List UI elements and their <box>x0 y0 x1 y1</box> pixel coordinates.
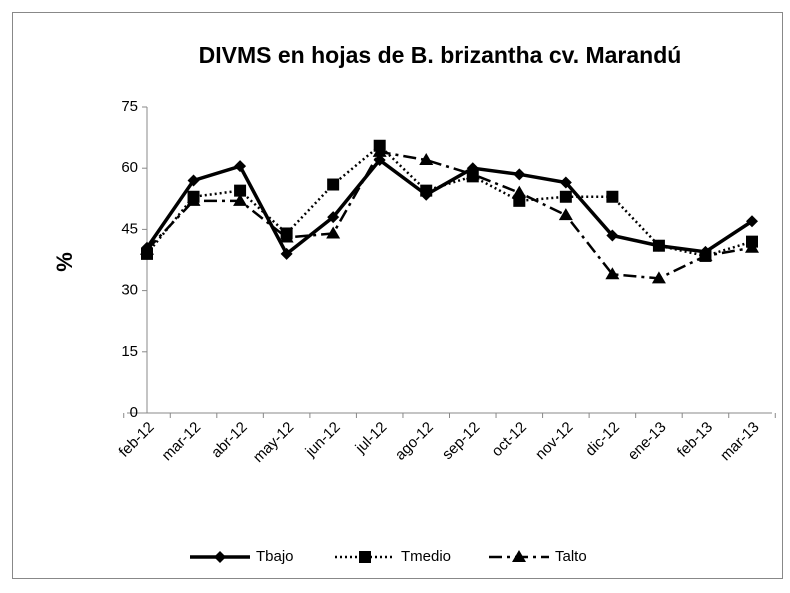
marker <box>140 242 154 255</box>
marker <box>187 174 200 187</box>
marker <box>373 154 386 167</box>
marker <box>605 267 620 280</box>
marker <box>359 551 371 563</box>
marker <box>512 185 527 198</box>
chart-frame <box>12 12 783 579</box>
series-line <box>146 144 753 258</box>
legend-label: Tmedio <box>401 548 451 565</box>
chart-title: DIVMS en hojas de B. brizantha cv. Maran… <box>199 42 682 68</box>
legend-label: Talto <box>555 548 587 565</box>
marker <box>746 215 758 228</box>
y-tick-label: 15 <box>121 343 138 360</box>
marker <box>465 167 480 180</box>
marker <box>420 184 433 197</box>
marker <box>652 239 665 252</box>
marker <box>233 193 248 206</box>
marker <box>327 178 340 191</box>
y-axis-label: % <box>52 252 77 272</box>
marker <box>698 248 713 261</box>
marker <box>419 153 434 166</box>
marker <box>745 240 759 253</box>
marker <box>606 229 619 242</box>
marker <box>234 184 247 197</box>
marker <box>234 160 247 173</box>
y-tick-label: 0 <box>130 404 138 421</box>
marker <box>559 190 572 203</box>
marker <box>214 551 226 563</box>
y-tick-label: 60 <box>121 159 138 176</box>
legend-label: Tbajo <box>256 548 294 565</box>
marker <box>372 144 387 157</box>
y-tick-label: 75 <box>121 98 138 115</box>
marker <box>279 230 294 243</box>
y-tick-label: 30 <box>121 282 138 299</box>
series-line <box>146 150 753 280</box>
marker <box>558 208 573 221</box>
marker <box>280 247 293 260</box>
marker <box>326 226 341 239</box>
marker <box>513 168 526 181</box>
series-line <box>145 157 753 257</box>
marker <box>559 176 572 189</box>
marker <box>327 211 340 224</box>
marker <box>606 190 619 203</box>
marker <box>513 194 526 207</box>
marker <box>651 271 666 284</box>
y-tick-label: 45 <box>121 220 138 237</box>
marker <box>186 193 201 206</box>
marker <box>512 550 526 562</box>
